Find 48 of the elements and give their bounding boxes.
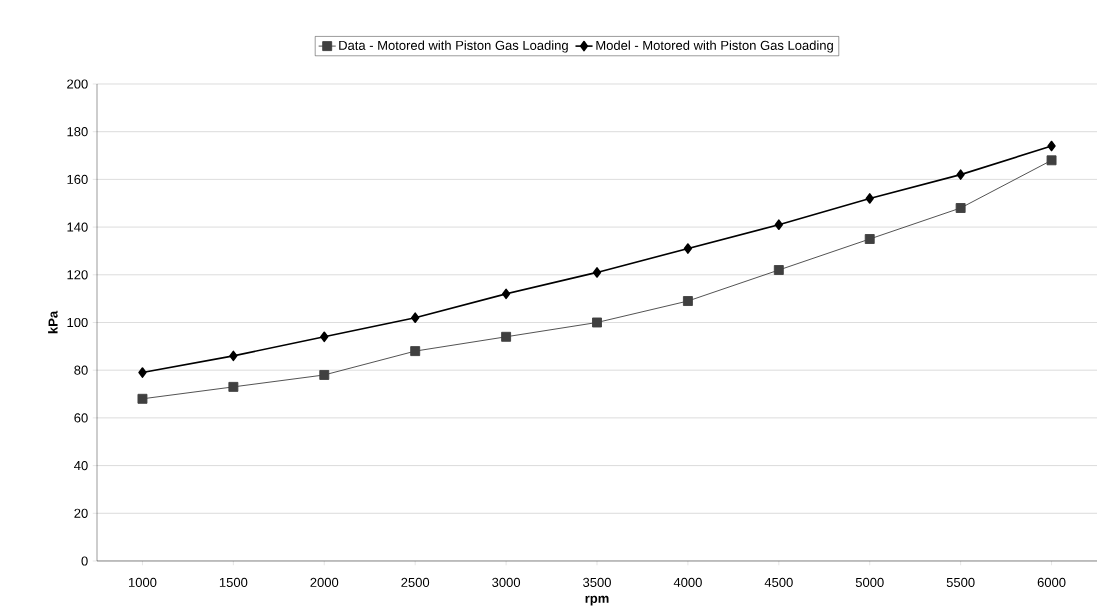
point xyxy=(411,312,420,324)
point xyxy=(773,265,784,275)
point xyxy=(592,317,602,328)
point xyxy=(683,243,693,254)
y-tick-label: 40 xyxy=(74,460,88,471)
legend-label: Model - Motored with Piston Gas Loading xyxy=(596,40,833,53)
x-tick-label: 3000 xyxy=(492,577,521,587)
y-tick-label: 100 xyxy=(67,317,88,328)
point xyxy=(501,331,512,342)
point xyxy=(682,296,693,306)
x-tick-label: 3500 xyxy=(583,577,611,587)
y-tick-label: 140 xyxy=(67,222,88,232)
point xyxy=(774,219,783,230)
point xyxy=(320,331,329,343)
legend-label: Data - Motored with Piston Gas Loading xyxy=(339,40,568,53)
x-tick-label: 1000 xyxy=(128,577,157,587)
point xyxy=(137,393,148,404)
point xyxy=(865,193,874,204)
x-tick-label: 4500 xyxy=(764,577,793,587)
x-tick-label: 1500 xyxy=(219,577,248,587)
point xyxy=(955,203,966,213)
y-tick-label: 0 xyxy=(81,556,88,566)
x-tick-label: 2500 xyxy=(401,577,430,587)
point xyxy=(1046,155,1057,166)
x-tick-label: 4000 xyxy=(673,577,702,587)
y-tick-label: 60 xyxy=(74,413,88,423)
y-tick-label: 80 xyxy=(74,365,88,375)
point xyxy=(138,367,147,378)
y-tick-label: 200 xyxy=(67,79,88,89)
x-tick-label: 5000 xyxy=(855,577,884,587)
point xyxy=(410,346,421,357)
point xyxy=(229,350,238,362)
point xyxy=(864,234,875,244)
y-axis-title: kPa xyxy=(48,310,58,334)
point xyxy=(501,288,511,300)
point xyxy=(1047,140,1056,152)
y-tick-label: 180 xyxy=(67,127,88,137)
x-tick-label: 6000 xyxy=(1037,577,1066,587)
x-tick-label: 5500 xyxy=(946,577,975,587)
y-tick-label: 160 xyxy=(67,174,88,184)
x-axis-title: rpm xyxy=(585,595,609,606)
point xyxy=(956,169,965,180)
x-tick-label: 2000 xyxy=(310,577,339,587)
point xyxy=(592,267,602,278)
point xyxy=(228,381,239,392)
point xyxy=(319,370,330,380)
y-tick-label: 20 xyxy=(74,508,88,518)
y-tick-label: 120 xyxy=(67,270,88,280)
